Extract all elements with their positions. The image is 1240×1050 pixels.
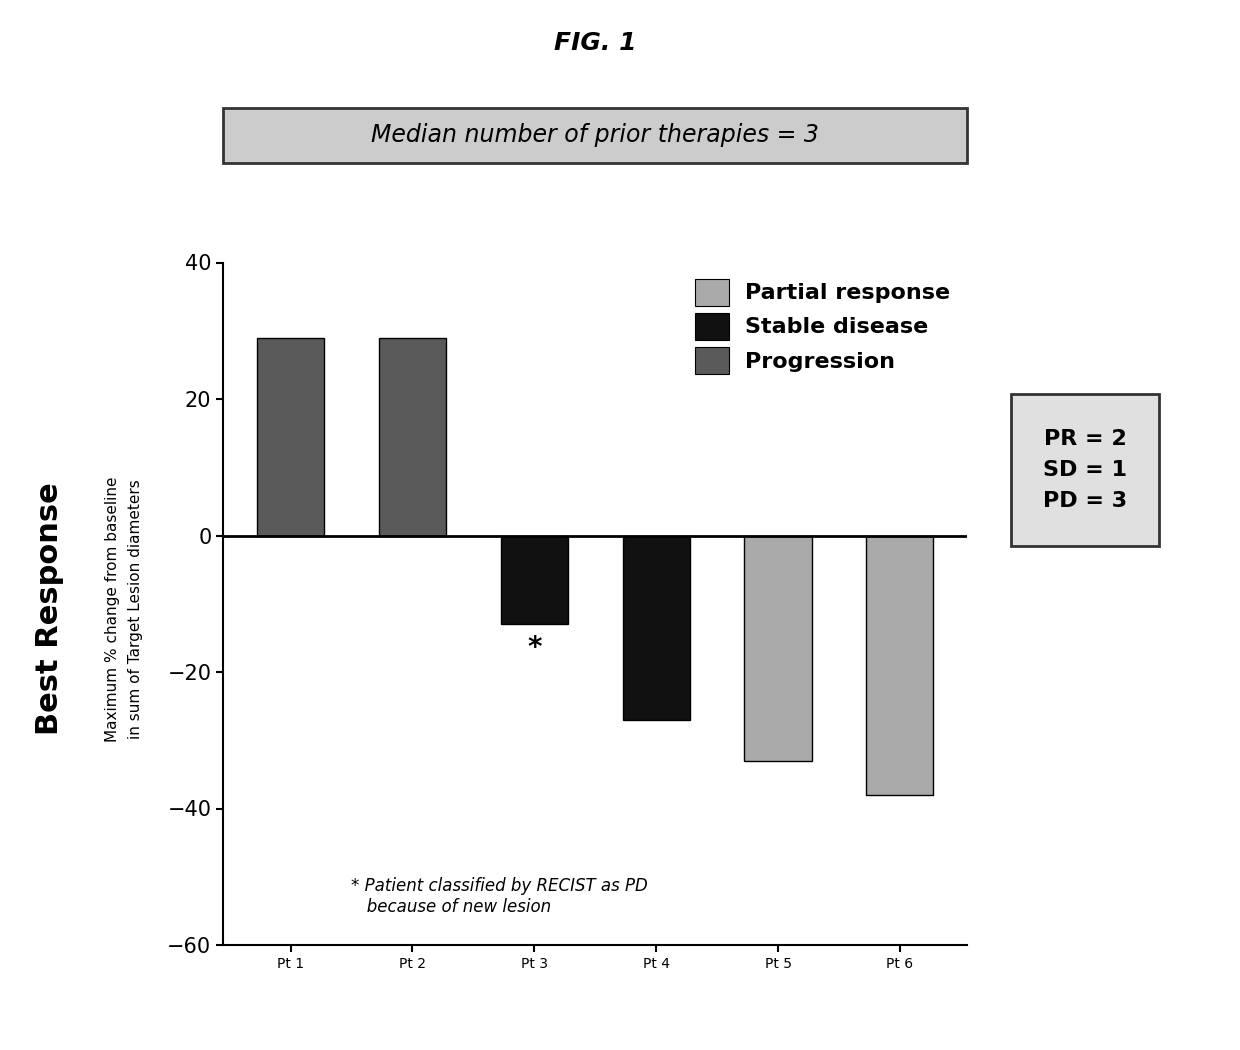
Text: PR = 2
SD = 1
PD = 3: PR = 2 SD = 1 PD = 3 xyxy=(1043,428,1127,511)
Text: * Patient classified by RECIST as PD
   because of new lesion: * Patient classified by RECIST as PD bec… xyxy=(351,877,649,916)
Bar xyxy=(622,536,689,720)
Bar xyxy=(867,536,934,795)
Bar xyxy=(501,536,568,624)
Text: Median number of prior therapies = 3: Median number of prior therapies = 3 xyxy=(371,124,820,147)
Bar xyxy=(744,536,811,760)
Text: FIG. 1: FIG. 1 xyxy=(554,32,636,56)
Text: Best Response: Best Response xyxy=(35,483,64,735)
Bar xyxy=(379,338,446,536)
Text: *: * xyxy=(527,634,542,663)
Legend: Partial response, Stable disease, Progression: Partial response, Stable disease, Progre… xyxy=(689,273,957,380)
Bar xyxy=(257,338,324,536)
Text: Maximum % change from baseline
in sum of Target Lesion diameters: Maximum % change from baseline in sum of… xyxy=(105,477,143,741)
